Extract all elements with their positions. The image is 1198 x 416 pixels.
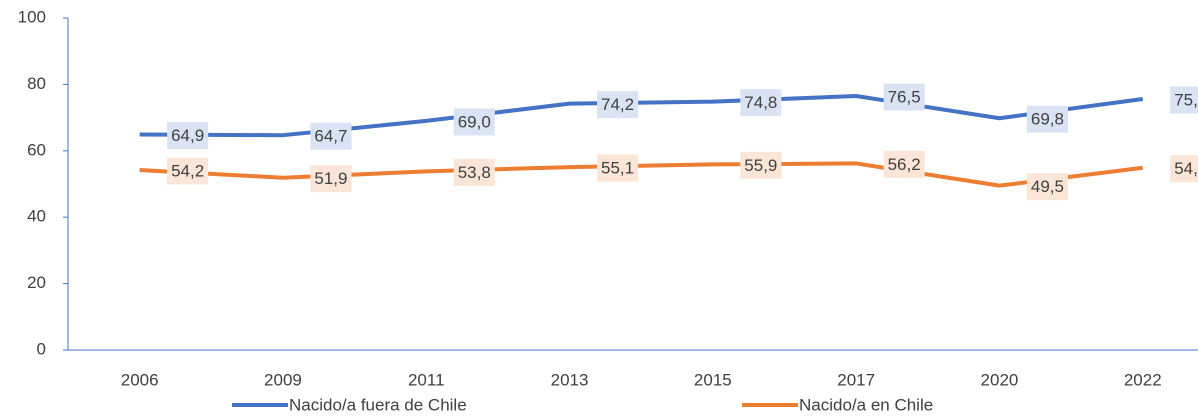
value-label: 55,9	[744, 156, 777, 175]
value-label-bg	[1026, 173, 1068, 201]
y-tick-label: 100	[18, 7, 46, 26]
series-line	[139, 161, 1143, 188]
x-tick-label: 2011	[408, 370, 445, 389]
y-tick-label: 40	[27, 207, 46, 226]
x-tick-label: 2009	[264, 370, 302, 389]
value-label-bg	[453, 158, 495, 186]
value-label-bg	[167, 122, 209, 150]
value-label-bg	[883, 83, 925, 111]
value-label: 75,6	[1174, 90, 1198, 109]
value-label: 51,9	[314, 169, 347, 188]
x-tick-label: 2020	[981, 370, 1019, 389]
y-tick-label: 0	[37, 339, 46, 358]
value-label-bg	[453, 108, 495, 136]
value-label: 69,0	[458, 112, 491, 131]
y-tick-label: 20	[27, 273, 46, 292]
x-tick-label: 2015	[694, 370, 732, 389]
x-tick-label: 2022	[1124, 370, 1162, 389]
value-label-bg	[310, 122, 352, 150]
x-tick-label: 2017	[837, 370, 875, 389]
y-tick-label: 60	[27, 140, 46, 159]
value-label-bg	[1026, 105, 1068, 133]
value-label-bg	[1170, 86, 1198, 114]
value-label-bg	[883, 150, 925, 178]
value-label-bg	[310, 165, 352, 193]
value-label: 56,2	[888, 155, 921, 174]
value-label-bg	[597, 154, 639, 182]
value-label-bg	[597, 91, 639, 119]
value-label: 69,8	[1031, 110, 1064, 129]
value-label: 64,9	[171, 126, 204, 145]
x-tick-label: 2013	[551, 370, 589, 389]
legend-label: Nacido/a fuera de Chile	[289, 395, 467, 414]
value-label: 76,5	[888, 88, 921, 107]
series-line	[139, 94, 1144, 138]
value-label-bg	[1170, 155, 1198, 183]
value-label-bg	[740, 89, 782, 117]
x-tick-label: 2006	[121, 370, 159, 389]
value-label-bg	[740, 151, 782, 179]
value-label: 74,2	[601, 95, 634, 114]
value-label: 55,1	[601, 159, 634, 178]
value-label: 53,8	[458, 163, 491, 182]
y-tick-label: 80	[27, 74, 46, 93]
value-label: 54,2	[171, 162, 204, 181]
value-label-bg	[167, 157, 209, 185]
value-label: 49,5	[1031, 177, 1064, 196]
value-label: 74,8	[744, 93, 777, 112]
legend-label: Nacido/a en Chile	[799, 395, 933, 414]
value-label: 54,9	[1174, 159, 1198, 178]
value-label: 64,7	[314, 127, 347, 146]
